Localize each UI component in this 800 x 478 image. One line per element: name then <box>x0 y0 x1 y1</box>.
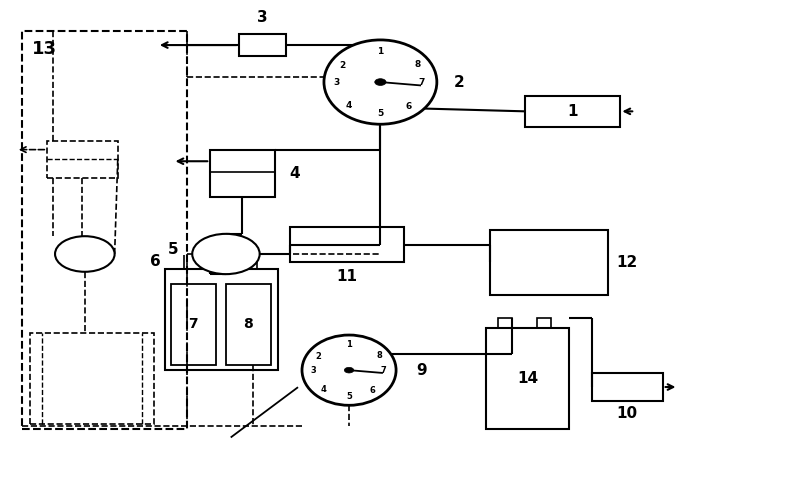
Circle shape <box>192 234 260 274</box>
Bar <box>290 228 404 262</box>
Text: 8: 8 <box>414 60 421 69</box>
Text: 5: 5 <box>346 391 352 401</box>
Text: 13: 13 <box>32 40 58 58</box>
Bar <box>210 150 274 197</box>
Ellipse shape <box>324 40 437 124</box>
Circle shape <box>344 368 354 373</box>
Text: 5: 5 <box>378 109 383 118</box>
Circle shape <box>55 236 114 272</box>
Bar <box>165 270 278 370</box>
Text: 7: 7 <box>419 77 426 87</box>
Text: 1: 1 <box>378 47 383 56</box>
Bar <box>498 318 512 328</box>
Text: 1: 1 <box>567 104 578 119</box>
Bar <box>526 96 619 127</box>
Text: 5: 5 <box>167 242 178 257</box>
Text: 2: 2 <box>315 352 321 360</box>
Bar <box>30 333 154 424</box>
Ellipse shape <box>302 335 396 405</box>
Text: 14: 14 <box>517 371 538 386</box>
Text: 6: 6 <box>406 102 412 111</box>
Bar <box>538 318 551 328</box>
Bar <box>592 373 662 401</box>
Text: 3: 3 <box>310 366 316 375</box>
Text: 1: 1 <box>346 340 352 349</box>
Bar <box>47 141 118 178</box>
Text: 7: 7 <box>189 317 198 331</box>
Text: 4: 4 <box>321 385 326 394</box>
Text: 2: 2 <box>339 61 346 70</box>
Text: 9: 9 <box>416 363 426 378</box>
Text: 6: 6 <box>370 386 375 395</box>
Bar <box>226 283 270 366</box>
Text: 3: 3 <box>334 78 339 87</box>
Bar <box>486 328 569 429</box>
Text: 8: 8 <box>376 351 382 360</box>
Bar <box>490 229 608 295</box>
Text: 11: 11 <box>337 269 358 284</box>
Text: 4: 4 <box>289 166 299 181</box>
Text: 12: 12 <box>617 255 638 270</box>
Text: 7: 7 <box>380 366 386 375</box>
Circle shape <box>374 79 386 86</box>
Text: 4: 4 <box>346 100 352 109</box>
Text: 10: 10 <box>617 406 638 421</box>
Text: 3: 3 <box>258 10 268 25</box>
Bar <box>239 34 286 56</box>
Bar <box>22 31 186 429</box>
Text: 6: 6 <box>150 253 161 269</box>
Bar <box>171 283 216 366</box>
Text: 2: 2 <box>454 75 464 89</box>
Text: 8: 8 <box>243 317 253 331</box>
